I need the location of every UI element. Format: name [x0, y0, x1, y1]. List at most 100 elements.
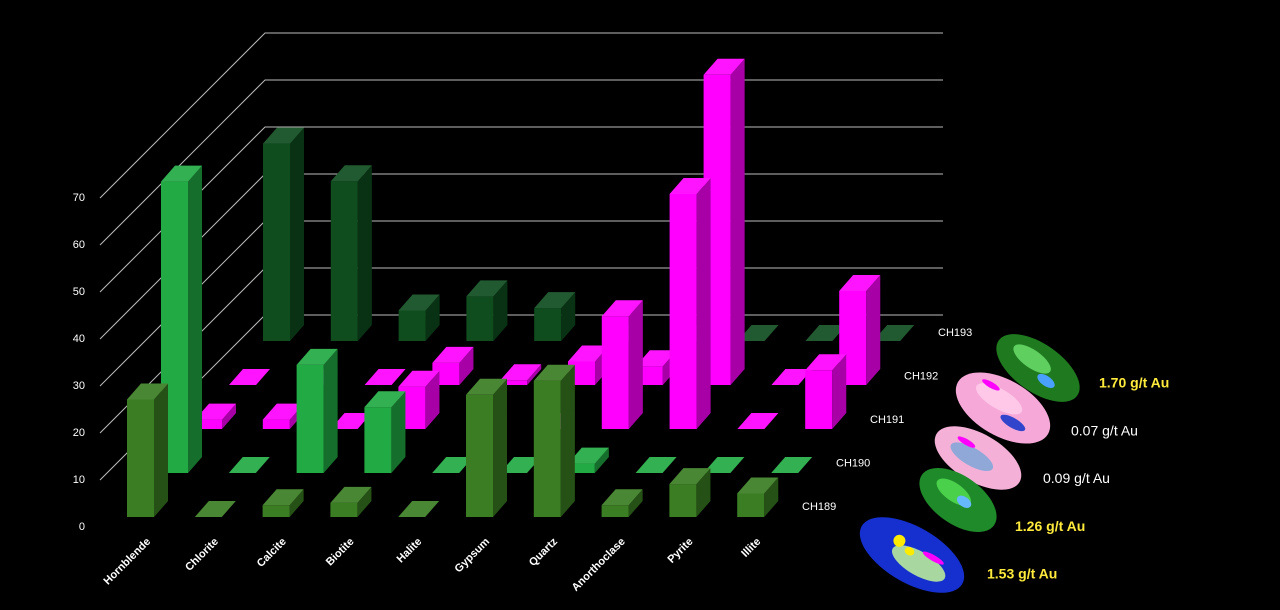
bar — [669, 178, 711, 429]
bar-top — [737, 413, 779, 429]
bar-top-shade — [432, 346, 474, 363]
bar-front — [669, 484, 697, 517]
bar-top — [500, 364, 542, 381]
bar-top — [635, 457, 677, 473]
bar — [262, 489, 304, 517]
bar-top-shade — [500, 364, 542, 381]
bar-top-shade — [533, 364, 575, 381]
bar-top-shade — [195, 403, 236, 420]
bar-side-shade — [391, 391, 406, 473]
bar-top-shade — [873, 325, 915, 341]
bar-top-shade — [669, 468, 711, 485]
bar-side-shade — [560, 364, 575, 517]
bar-top — [127, 383, 168, 400]
bar-top-shade — [398, 370, 440, 387]
bar — [500, 457, 541, 473]
bar-top-shade — [330, 413, 372, 429]
bar-side-shade — [357, 165, 372, 341]
bar-front — [398, 310, 426, 341]
bar-side — [188, 165, 202, 473]
bar-side-shade — [561, 292, 576, 341]
bar-side — [459, 346, 474, 385]
bar-front — [500, 380, 528, 385]
bar — [534, 292, 576, 341]
bar — [194, 501, 236, 517]
bar-side — [289, 489, 304, 517]
bar-side-shade — [696, 468, 711, 517]
grade-label: 1.53 g/t Au — [987, 566, 1057, 582]
bar — [601, 489, 643, 517]
bar — [567, 447, 609, 473]
grid-line — [99, 126, 943, 293]
y-tick-label: 50 — [73, 286, 85, 298]
bar-top-shade — [398, 294, 440, 311]
series-label: CH191 — [870, 414, 904, 426]
bar-side-shade — [832, 354, 847, 429]
bar-top — [534, 292, 576, 309]
bar — [229, 369, 270, 385]
bar-side-shade — [357, 486, 372, 517]
bar-side — [594, 447, 609, 473]
bar-top — [161, 165, 202, 182]
bar-side — [357, 486, 372, 517]
grid-line — [99, 32, 943, 199]
bar-top-shade — [635, 350, 677, 367]
bar-side-shade — [696, 178, 711, 429]
y-tick-label: 10 — [73, 474, 85, 486]
bar — [703, 457, 745, 473]
bar-top — [432, 346, 474, 363]
bar-top-shade — [737, 325, 779, 341]
bar-side — [628, 489, 643, 517]
bar-side-shade — [425, 294, 440, 341]
bar-side-shade — [493, 378, 507, 517]
bar-side-shade — [323, 348, 338, 473]
bar-front — [127, 399, 154, 517]
grade-label: 1.26 g/t Au — [1015, 518, 1085, 534]
bar — [228, 457, 270, 473]
x-tick-label: Illite — [739, 536, 763, 560]
bar — [737, 477, 779, 517]
bar-top-shade — [466, 378, 507, 395]
bar — [330, 413, 372, 429]
bar-top-shade — [601, 300, 643, 317]
y-tick-label: 70 — [73, 192, 85, 204]
bar — [398, 501, 440, 517]
bar-side — [764, 477, 779, 517]
bar — [669, 468, 711, 517]
bar-front — [466, 394, 493, 517]
bar-front — [466, 296, 494, 341]
bar — [398, 294, 440, 341]
bar-side-shade — [764, 477, 779, 517]
bar-front — [262, 505, 290, 517]
bar-side — [628, 300, 643, 429]
bar-top — [635, 350, 677, 367]
bar-front — [533, 380, 561, 517]
bar-top — [195, 403, 236, 420]
bar-side — [696, 178, 711, 429]
bar-side — [696, 468, 711, 517]
bar-side — [290, 127, 304, 341]
bar-side-shade — [459, 346, 474, 385]
y-tick-label: 0 — [79, 521, 85, 533]
bar-side-shade — [527, 364, 542, 385]
x-tick-label: Biotite — [324, 536, 357, 569]
bar — [635, 457, 677, 473]
bar-front — [330, 181, 358, 341]
bar-side — [222, 403, 236, 429]
bar-top-shade — [161, 165, 202, 182]
x-tick-label: Calcite — [255, 536, 289, 570]
bar-top-shade — [771, 369, 813, 385]
bar-top — [737, 477, 779, 494]
bar — [805, 325, 847, 341]
bar-side-shade — [628, 489, 643, 517]
bar-top — [398, 294, 440, 311]
bar — [771, 369, 813, 385]
bar-side-shade — [289, 489, 304, 517]
bar-front — [263, 143, 290, 341]
bar — [127, 383, 168, 517]
bar — [263, 127, 304, 341]
bar — [805, 354, 847, 429]
bar-front — [669, 194, 697, 429]
x-tick-label: Halite — [395, 536, 425, 566]
bar-top-shade — [737, 413, 779, 429]
